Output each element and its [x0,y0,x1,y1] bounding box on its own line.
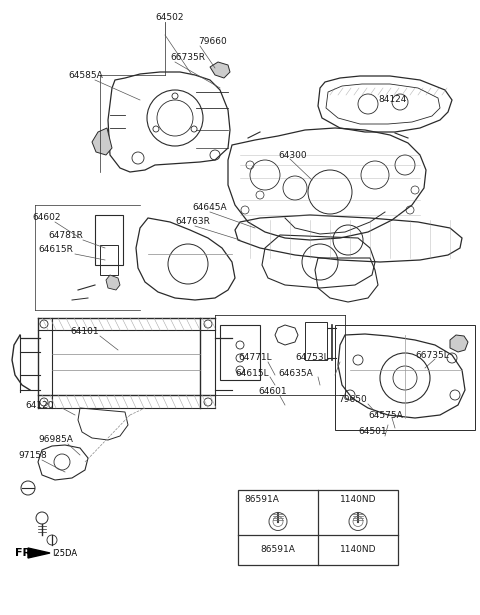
Text: 66735L: 66735L [415,351,449,360]
Bar [95,215,123,265]
Text: 1140ND: 1140ND [340,546,376,555]
Text: 96985A: 96985A [38,435,73,445]
Text: 84124: 84124 [378,95,407,105]
Text: 64501: 64501 [358,427,386,437]
Text: 86591A: 86591A [245,496,279,504]
Text: 64101: 64101 [70,328,98,336]
Text: 64300: 64300 [278,151,307,159]
Text: 79650: 79650 [338,395,367,405]
Text: 64635A: 64635A [278,368,313,378]
Bar [305,322,327,360]
Bar [238,490,398,565]
Text: 64120: 64120 [25,400,53,410]
Text: 97158: 97158 [18,451,47,461]
Text: 66735R: 66735R [170,54,205,63]
Bar [100,245,118,275]
Polygon shape [450,335,468,352]
Text: 64585A: 64585A [68,71,103,81]
Polygon shape [210,62,230,78]
Text: 64502: 64502 [155,14,183,23]
Text: I25DA: I25DA [52,549,77,558]
Text: 79660: 79660 [198,38,227,47]
Text: 64753L: 64753L [295,354,329,362]
Text: 64645A: 64645A [192,204,227,213]
Text: 64575A: 64575A [368,410,403,419]
Text: 64615L: 64615L [235,368,269,378]
Polygon shape [92,128,112,155]
Text: 86591A: 86591A [261,546,295,555]
Text: 64763R: 64763R [175,218,210,226]
Bar [335,325,475,430]
Bar [220,325,260,380]
Text: FR: FR [15,548,31,558]
Polygon shape [106,275,120,290]
Text: 64781R: 64781R [48,231,83,240]
Text: 64615R: 64615R [38,245,73,255]
Text: 1140ND: 1140ND [340,496,376,504]
Text: 64771L: 64771L [238,354,272,362]
Polygon shape [28,548,50,558]
Text: 64601: 64601 [258,387,287,397]
Text: 64602: 64602 [32,213,60,223]
